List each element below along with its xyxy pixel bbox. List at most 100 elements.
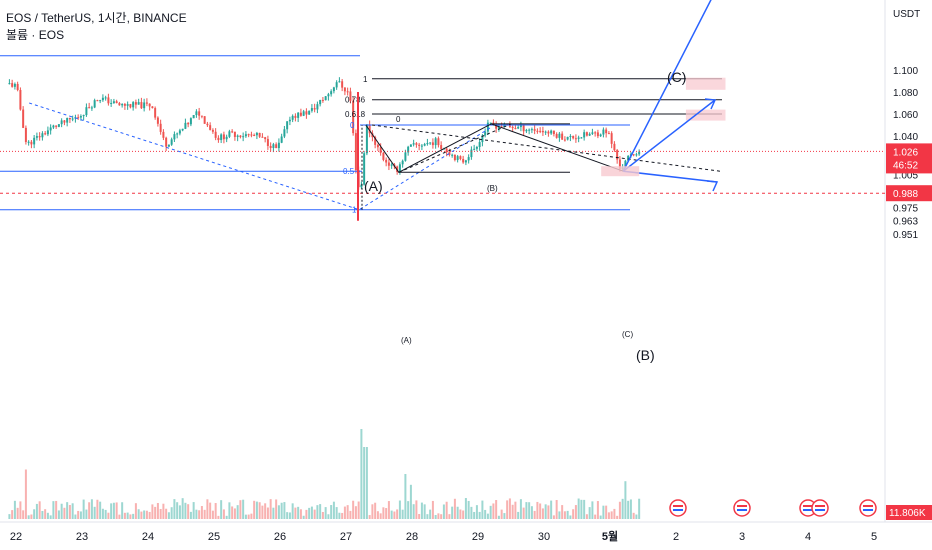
volume-bar xyxy=(247,514,250,519)
candle-body xyxy=(41,133,44,138)
candle-body xyxy=(379,147,382,153)
volume-bar xyxy=(77,510,80,519)
arrow-head-2 xyxy=(706,180,719,192)
volume-bar xyxy=(462,510,465,519)
candle-body xyxy=(522,125,525,132)
candle-body xyxy=(184,122,187,129)
candle-body xyxy=(555,134,558,138)
time-axis-tick: 28 xyxy=(406,531,418,543)
candle-body xyxy=(305,111,308,115)
volume-bar xyxy=(222,509,225,519)
volume-bar xyxy=(302,515,305,519)
volume-bar xyxy=(181,498,184,519)
candle-body xyxy=(558,133,561,138)
candle-body xyxy=(154,108,157,118)
flag-stripe-icon xyxy=(673,509,683,511)
candle-body xyxy=(574,138,577,140)
volume-bar xyxy=(536,501,539,519)
candle-body xyxy=(101,97,104,101)
volume-bar xyxy=(522,507,525,519)
candle-body xyxy=(110,102,113,104)
candle-body xyxy=(214,131,217,138)
price-axis-tick: 0.951 xyxy=(893,230,918,241)
candle-body xyxy=(467,157,470,161)
candle-body xyxy=(618,159,621,170)
volume-bar xyxy=(440,514,443,519)
volume-bar xyxy=(101,508,104,519)
candle-body xyxy=(624,160,627,168)
economic-event-icon[interactable] xyxy=(859,499,877,517)
candle-body xyxy=(220,134,223,141)
candle-body xyxy=(19,89,22,110)
volume-bar xyxy=(533,510,536,519)
economic-event-icon[interactable] xyxy=(733,499,751,517)
volume-bar xyxy=(134,503,137,519)
volume-bar xyxy=(541,508,544,519)
volume-bar xyxy=(398,500,401,519)
candle-body xyxy=(599,134,602,137)
price-axis-tick: 1.040 xyxy=(893,132,918,143)
candle-body xyxy=(368,124,371,134)
volume-bar xyxy=(162,503,165,519)
volume-bar xyxy=(635,514,638,519)
candle-body xyxy=(211,129,214,132)
candle-body xyxy=(206,123,209,126)
volume-bar xyxy=(588,507,591,519)
candle-body xyxy=(352,100,355,134)
candle-body xyxy=(52,125,55,128)
volume-bar xyxy=(467,500,470,519)
volume-bar xyxy=(489,505,492,519)
flag-stripe-icon xyxy=(815,505,825,507)
volume-bar xyxy=(104,509,107,519)
candle-body xyxy=(145,102,148,104)
fib-label-0: 0 xyxy=(350,121,355,130)
wave-label-big-b: (B) xyxy=(636,347,655,363)
candle-body xyxy=(481,135,484,143)
candle-body xyxy=(173,134,176,140)
candle-body xyxy=(99,100,102,102)
volume-bar xyxy=(93,506,96,519)
candle-body xyxy=(46,130,49,135)
volume-bar xyxy=(500,509,503,519)
candle-body xyxy=(143,102,146,109)
volume-bar xyxy=(44,509,47,519)
volume-bar xyxy=(495,500,498,519)
candle-body xyxy=(387,162,390,166)
volume-bar xyxy=(363,447,366,519)
volume-bar xyxy=(74,514,77,519)
candle-body xyxy=(22,109,25,128)
volume-bar xyxy=(220,500,223,519)
volume-bar xyxy=(442,504,445,519)
candle-body xyxy=(134,102,137,105)
volume-bar xyxy=(563,511,566,519)
volume-indicator-title[interactable]: 볼륨 · EOS xyxy=(6,28,65,42)
symbol-title[interactable]: EOS / TetherUS, 1시간, BINANCE xyxy=(6,11,187,25)
volume-bar xyxy=(123,512,126,519)
volume-bar xyxy=(473,511,476,519)
volume-bar xyxy=(497,515,500,519)
candle-body xyxy=(541,130,544,133)
wave-dashed-channel xyxy=(398,123,512,173)
volume-bar xyxy=(453,498,456,519)
candle-body xyxy=(327,94,330,97)
economic-event-icon[interactable] xyxy=(811,499,829,517)
candle-body xyxy=(547,131,550,134)
economic-event-icon[interactable] xyxy=(669,499,687,517)
candle-body xyxy=(415,143,418,145)
candle-body xyxy=(258,132,261,137)
volume-bar xyxy=(189,511,192,519)
volume-bar xyxy=(343,506,346,519)
candle-body xyxy=(79,116,82,118)
candle-body xyxy=(459,156,462,159)
volume-bar xyxy=(294,507,297,519)
volume-bar xyxy=(481,500,484,519)
volume-bar xyxy=(217,515,220,519)
volume-bar xyxy=(434,514,437,519)
wave-label-big-a: (A) xyxy=(364,178,383,194)
time-axis-tick: 27 xyxy=(340,531,352,543)
volume-bar xyxy=(566,510,569,519)
volume-bar xyxy=(401,509,404,519)
volume-bar xyxy=(629,499,632,519)
volume-bar xyxy=(145,510,148,519)
